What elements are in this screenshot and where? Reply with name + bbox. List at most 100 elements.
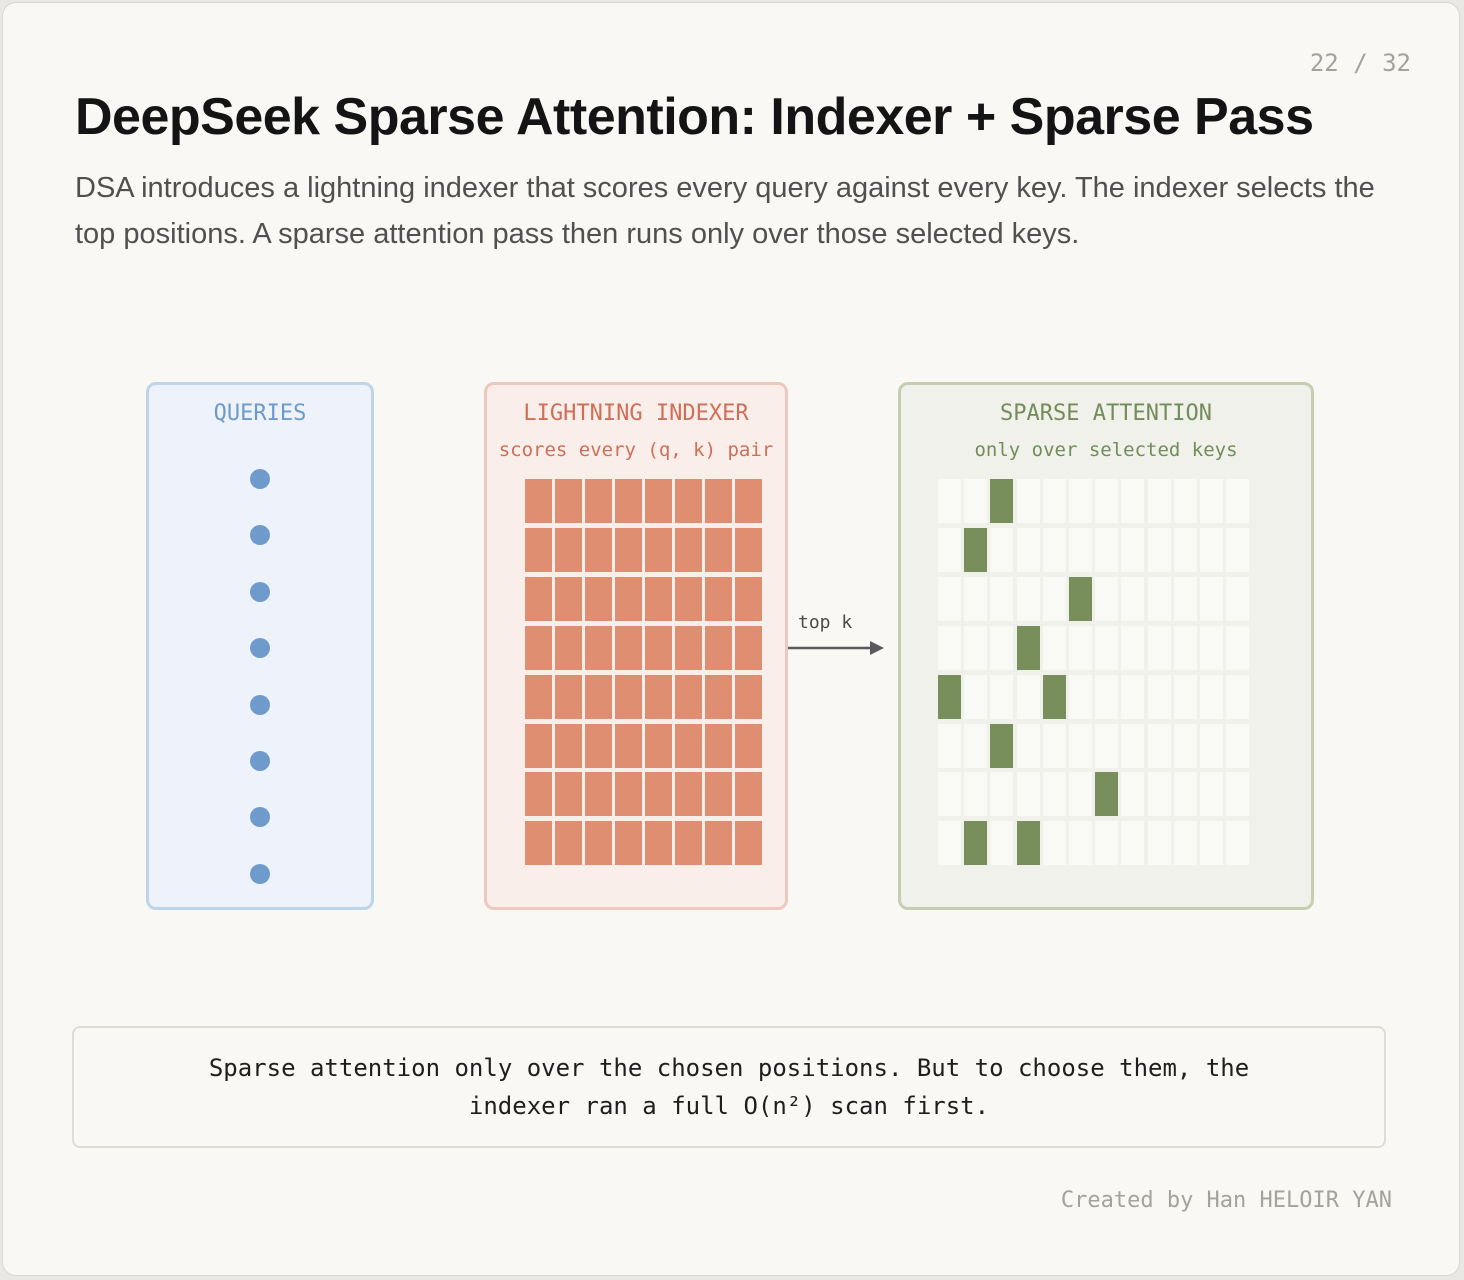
unselected-key-cell [1121,479,1145,523]
unselected-key-cell [1200,625,1223,670]
indexer-score-cell [735,576,762,621]
indexer-score-cell [585,479,612,523]
unselected-key-cell [964,723,988,768]
indexer-score-cell [615,576,642,621]
unselected-key-cell [990,576,1014,621]
unselected-key-cell [938,479,961,523]
indexer-score-cell [615,723,642,768]
lightning-indexer-panel: LIGHTNING INDEXER scores every (q, k) pa… [484,382,788,910]
indexer-score-cell [735,674,762,719]
indexer-score-cell [735,772,762,817]
unselected-key-cell [1173,576,1197,621]
selected-key-cell [1069,576,1092,621]
unselected-key-cell [1121,723,1145,768]
unselected-key-cell [964,625,988,670]
unselected-key-cell [1226,772,1250,817]
selected-key-cell [964,821,988,866]
unselected-key-cell [938,625,961,670]
indexer-score-cell [645,479,672,523]
indexer-score-cell [585,674,612,719]
selected-key-cell [938,674,961,719]
indexer-score-cell [555,527,582,572]
unselected-key-cell [1121,772,1145,817]
indexer-score-cell [615,625,642,670]
unselected-key-cell [1121,527,1145,572]
indexer-score-cell [705,674,732,719]
indexer-score-cell [555,674,582,719]
selected-key-cell [990,723,1014,768]
unselected-key-cell [1147,625,1171,670]
query-dot [250,525,270,546]
indexer-panel-title: LIGHTNING INDEXER [523,401,749,426]
unselected-key-cell [1095,723,1119,768]
indexer-score-cell [645,625,672,670]
indexer-score-cell [555,772,582,817]
unselected-key-cell [1226,527,1250,572]
unselected-key-cell [1016,479,1040,523]
unselected-key-cell [938,821,961,866]
unselected-key-cell [1069,479,1092,523]
unselected-key-cell [1069,527,1092,572]
indexer-score-cell [675,527,702,572]
unselected-key-cell [990,625,1014,670]
indexer-score-cell [735,527,762,572]
selected-key-cell [1016,625,1040,670]
sparse-panel-title: SPARSE ATTENTION [1000,401,1212,426]
selected-key-cell [964,527,988,572]
unselected-key-cell [1069,772,1092,817]
indexer-score-cell [675,576,702,621]
author-credit: Created by Han HELOIR YAN [1060,1188,1392,1213]
unselected-key-cell [1173,821,1197,866]
indexer-score-cell [615,821,642,866]
selected-key-cell [1016,821,1040,866]
indexer-score-cell [555,821,582,866]
indexer-score-cell [645,821,672,866]
indexer-score-cell [735,479,762,523]
unselected-key-cell [1016,527,1040,572]
unselected-key-cell [1095,625,1119,670]
unselected-key-cell [1200,821,1223,866]
indexer-score-cell [735,723,762,768]
unselected-key-cell [1173,527,1197,572]
indexer-score-cell [705,527,732,572]
unselected-key-cell [1147,674,1171,719]
unselected-key-cell [1095,821,1119,866]
indexer-score-cell [645,527,672,572]
indexer-score-cell [645,723,672,768]
unselected-key-cell [1200,527,1223,572]
unselected-key-cell [964,479,988,523]
indexer-score-cell [705,723,732,768]
indexer-score-cell [555,576,582,621]
unselected-key-cell [1042,772,1066,817]
query-dot [250,751,270,771]
slide-subtitle: DSA introduces a lightning indexer that … [75,172,1375,250]
indexer-score-cell [675,479,702,523]
indexer-score-cell [585,723,612,768]
unselected-key-cell [1200,772,1223,817]
indexer-score-cell [735,625,762,670]
unselected-key-cell [964,772,988,817]
unselected-key-cell [1121,821,1145,866]
indexer-panel-subtitle: scores every (q, k) pair [498,439,774,461]
query-dot [250,863,270,884]
indexer-score-cell [705,576,732,621]
callout-box: Sparse attention only over the chosen po… [72,1026,1386,1148]
unselected-key-cell [1016,576,1040,621]
indexer-score-cell [675,772,702,817]
top-k-arrow: top k [788,610,898,660]
unselected-key-cell [1042,723,1066,768]
unselected-key-cell [938,527,961,572]
unselected-key-cell [1226,576,1250,621]
unselected-key-cell [1226,625,1250,670]
indexer-score-cell [585,625,612,670]
unselected-key-cell [1069,625,1092,670]
unselected-key-cell [938,772,961,817]
indexer-score-cell [705,821,732,866]
unselected-key-cell [1042,479,1066,523]
indexer-score-cell [735,821,762,866]
selected-key-cell [990,479,1014,523]
unselected-key-cell [1121,576,1145,621]
unselected-key-cell [1173,479,1197,523]
unselected-key-cell [964,674,988,719]
indexer-score-cell [675,723,702,768]
